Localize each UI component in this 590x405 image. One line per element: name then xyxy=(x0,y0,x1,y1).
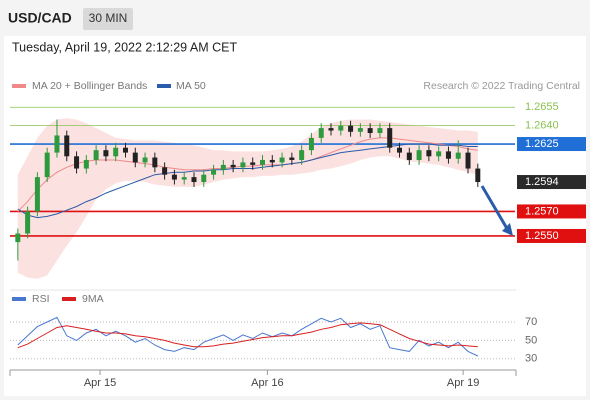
candle-body xyxy=(25,211,31,234)
candle-body xyxy=(132,152,138,163)
legend-label: MA 20 + Bollinger Bands xyxy=(32,80,147,92)
candle-body xyxy=(122,147,128,153)
level-label: 1.2570 xyxy=(525,205,559,217)
y-tick-label: 30 xyxy=(525,353,537,365)
candle-body xyxy=(269,159,275,163)
legend-swatch xyxy=(157,84,171,88)
level-box xyxy=(517,204,586,219)
candle-body xyxy=(299,150,305,160)
level-label: 1.2550 xyxy=(525,230,559,242)
candle-body xyxy=(416,150,422,160)
candle-body xyxy=(103,150,109,157)
date: Tuesday, April 19, 2022 2:12:29 AM CET xyxy=(12,40,237,54)
level-label: 1.2640 xyxy=(525,120,559,132)
candle-body xyxy=(357,128,363,132)
x-tick-label: Apr 15 xyxy=(84,377,116,389)
forecast-arrow-head xyxy=(502,222,513,236)
legend-label: MA 50 xyxy=(176,80,206,92)
candle-body xyxy=(64,135,70,157)
legend-label: 9MA xyxy=(82,293,104,305)
candle-body xyxy=(240,162,246,168)
candle-body xyxy=(142,157,148,163)
ma-line xyxy=(17,137,478,212)
candle-body xyxy=(426,150,432,157)
candle-body xyxy=(436,151,442,157)
last-price-label: 1.2594 xyxy=(525,176,559,188)
candle-body xyxy=(406,152,412,160)
candle-body xyxy=(191,177,197,183)
candle-body xyxy=(54,135,60,153)
candle-body xyxy=(83,159,89,169)
y-tick-label: 70 xyxy=(525,316,537,328)
level-box xyxy=(517,137,586,152)
legend-swatch xyxy=(62,297,76,301)
level-box xyxy=(517,228,586,243)
candle-body xyxy=(279,157,285,163)
candle-body xyxy=(348,125,354,132)
indicator-line xyxy=(17,322,478,349)
candle-body xyxy=(211,169,217,175)
y-tick-label: 50 xyxy=(525,334,537,346)
candle-body xyxy=(201,174,207,183)
candle-body xyxy=(152,157,158,168)
candle-body xyxy=(318,128,324,138)
candle-body xyxy=(44,152,50,178)
candle-body xyxy=(455,152,461,159)
legend-label: RSI xyxy=(32,293,50,305)
candle-body xyxy=(387,128,393,148)
candle-body xyxy=(250,162,256,165)
candle-body xyxy=(377,128,383,133)
candle-body xyxy=(445,151,451,159)
level-label: 1.2625 xyxy=(525,138,559,150)
candle-body xyxy=(171,174,177,180)
last-price-box xyxy=(517,175,586,190)
timeframe-badge[interactable] xyxy=(83,8,133,30)
candle-body xyxy=(308,137,314,151)
indicator-line xyxy=(17,316,479,357)
candle-body xyxy=(34,177,40,212)
legend-swatch xyxy=(12,297,26,301)
timeframe[interactable]: 30 MIN xyxy=(89,11,128,25)
candle-body xyxy=(289,157,295,160)
x-tick-label: Apr 16 xyxy=(251,377,283,389)
candle-body xyxy=(475,168,481,183)
panel xyxy=(4,36,586,396)
symbol: USD/CAD xyxy=(8,10,72,26)
candle-body xyxy=(230,164,236,168)
forecast-arrow xyxy=(480,185,511,233)
candle-body xyxy=(74,156,80,169)
credit: Research © 2022 Trading Central xyxy=(423,80,580,92)
candle-body xyxy=(113,147,119,157)
candle-body xyxy=(93,150,99,160)
level-label: 1.2655 xyxy=(525,101,559,113)
candle-body xyxy=(181,177,187,180)
candle-body xyxy=(328,128,334,131)
candle-body xyxy=(465,152,471,169)
legend-swatch xyxy=(12,84,26,88)
x-tick-label: Apr 19 xyxy=(447,377,479,389)
candle-body xyxy=(162,167,168,175)
candle-body xyxy=(220,164,226,170)
candle-body xyxy=(338,125,344,131)
ma-line xyxy=(17,143,478,219)
candle-body xyxy=(397,147,403,153)
candle-body xyxy=(367,128,373,133)
candle-body xyxy=(15,233,21,243)
candle-body xyxy=(260,159,265,165)
